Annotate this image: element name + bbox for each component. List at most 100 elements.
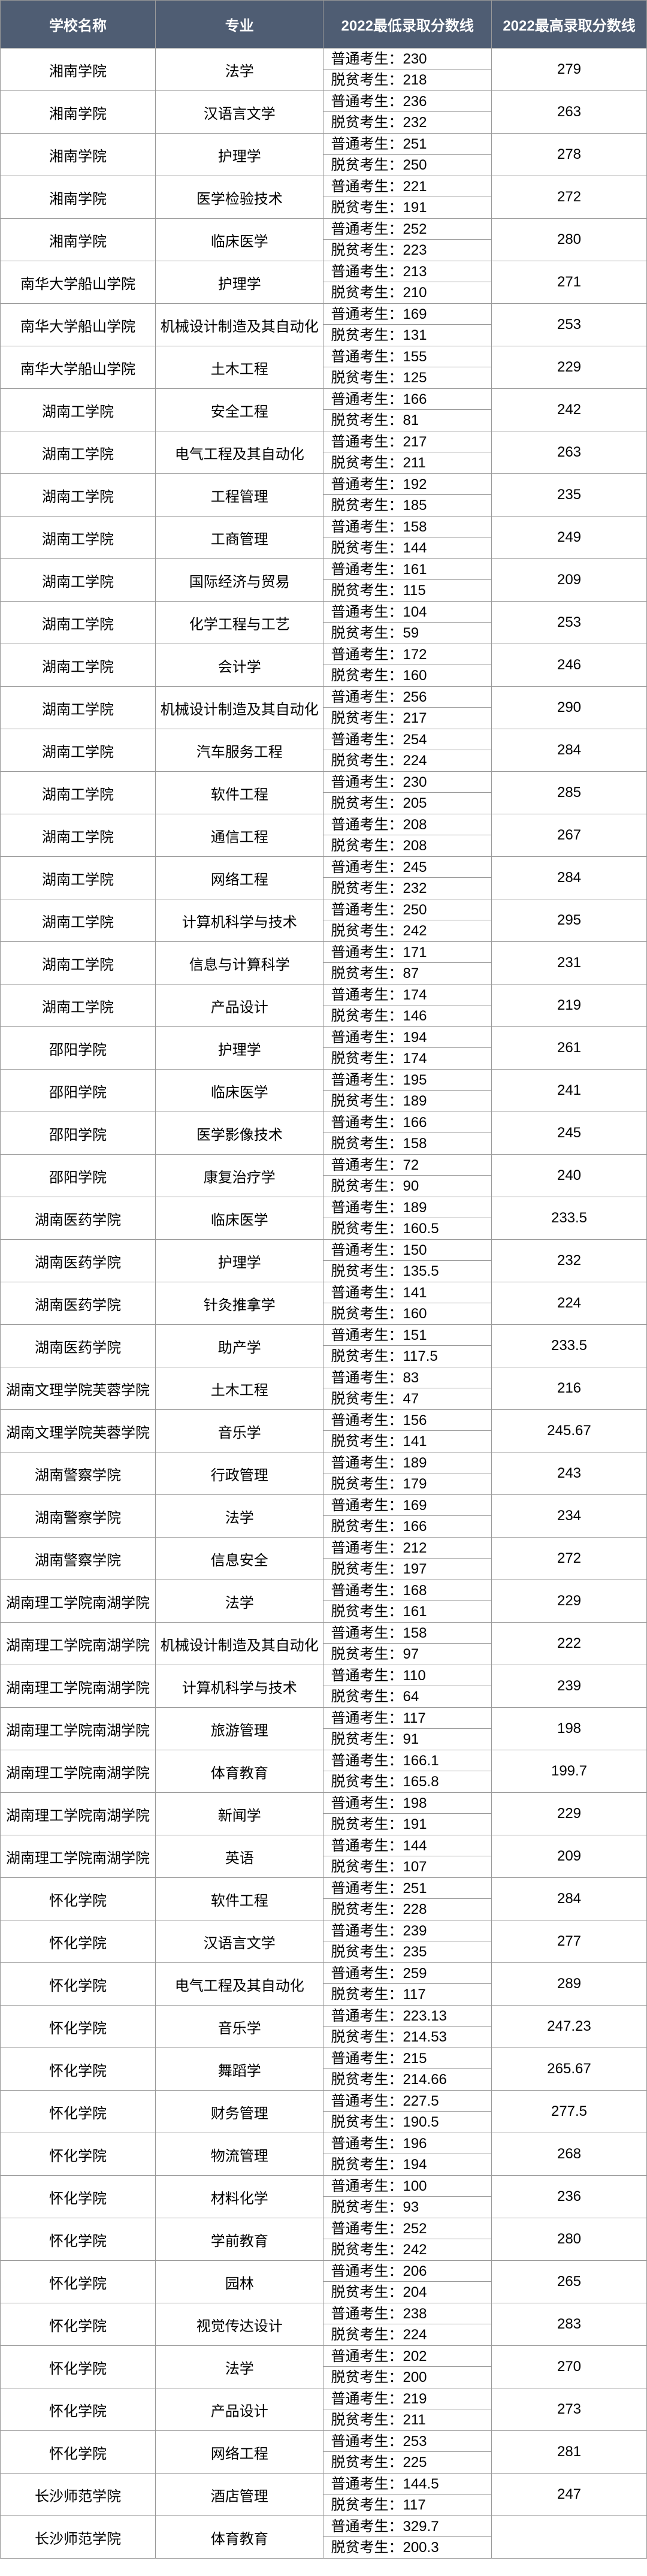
table-row: 湖南医药学院护理学普通考生：150脱贫考生：135.5232: [1, 1240, 647, 1282]
cell-school: 怀化学院: [1, 2133, 156, 2176]
cell-min-score: 普通考生：168脱贫考生：161: [324, 1580, 492, 1623]
cell-major: 化学工程与工艺: [155, 602, 324, 644]
table-row: 湖南工学院机械设计制造及其自动化普通考生：256脱贫考生：217290: [1, 687, 647, 729]
cell-min-score: 普通考生：236脱贫考生：232: [324, 91, 492, 134]
poverty-score: 脱贫考生：208: [324, 835, 491, 856]
cell-major: 法学: [155, 49, 324, 91]
table-row: 邵阳学院护理学普通考生：194脱贫考生：174261: [1, 1027, 647, 1070]
cell-min-score: 普通考生：72脱贫考生：90: [324, 1155, 492, 1197]
cell-school: 湖南医药学院: [1, 1282, 156, 1325]
cell-school: 邵阳学院: [1, 1027, 156, 1070]
table-row: 湖南工学院计算机科学与技术普通考生：250脱贫考生：242295: [1, 899, 647, 942]
cell-school: 怀化学院: [1, 1963, 156, 2006]
cell-major: 机械设计制造及其自动化: [155, 1623, 324, 1665]
cell-school: 湖南理工学院南湖学院: [1, 1708, 156, 1750]
cell-max-score: [492, 2516, 647, 2559]
normal-score: 普通考生：230: [324, 49, 491, 70]
normal-score: 普通考生：100: [324, 2176, 491, 2197]
cell-min-score: 普通考生：252脱贫考生：242: [324, 2218, 492, 2261]
table-row: 湖南理工学院南湖学院计算机科学与技术普通考生：110脱贫考生：64239: [1, 1665, 647, 1708]
poverty-score: 脱贫考生：144: [324, 537, 491, 558]
cell-max-score: 265.67: [492, 2048, 647, 2091]
poverty-score: 脱贫考生：107: [324, 1856, 491, 1877]
cell-school: 湖南警察学院: [1, 1452, 156, 1495]
cell-school: 湖南理工学院南湖学院: [1, 1793, 156, 1835]
table-row: 怀化学院园林普通考生：206脱贫考生：204265: [1, 2261, 647, 2303]
poverty-score: 脱贫考生：205: [324, 793, 491, 814]
normal-score: 普通考生：195: [324, 1070, 491, 1091]
poverty-score: 脱贫考生：204: [324, 2282, 491, 2303]
table-row: 湖南医药学院临床医学普通考生：189脱贫考生：160.5233.5: [1, 1197, 647, 1240]
cell-major: 旅游管理: [155, 1708, 324, 1750]
cell-school: 湘南学院: [1, 176, 156, 219]
table-row: 湖南医药学院助产学普通考生：151脱贫考生：117.5233.5: [1, 1325, 647, 1367]
cell-major: 园林: [155, 2261, 324, 2303]
poverty-score: 脱贫考生：165.8: [324, 1771, 491, 1792]
cell-major: 土木工程: [155, 1367, 324, 1410]
table-row: 怀化学院视觉传达设计普通考生：238脱贫考生：224283: [1, 2303, 647, 2346]
cell-major: 网络工程: [155, 2431, 324, 2474]
cell-max-score: 289: [492, 1963, 647, 2006]
cell-school: 怀化学院: [1, 2346, 156, 2388]
normal-score: 普通考生：110: [324, 1665, 491, 1686]
cell-major: 临床医学: [155, 219, 324, 261]
normal-score: 普通考生：252: [324, 219, 491, 240]
cell-min-score: 普通考生：238脱贫考生：224: [324, 2303, 492, 2346]
normal-score: 普通考生：166.1: [324, 1750, 491, 1771]
cell-school: 湘南学院: [1, 134, 156, 176]
poverty-score: 脱贫考生：242: [324, 2239, 491, 2260]
cell-major: 护理学: [155, 134, 324, 176]
cell-major: 会计学: [155, 644, 324, 687]
cell-max-score: 253: [492, 602, 647, 644]
normal-score: 普通考生：158: [324, 1623, 491, 1644]
cell-major: 产品设计: [155, 985, 324, 1027]
normal-score: 普通考生：253: [324, 2431, 491, 2452]
cell-school: 邵阳学院: [1, 1155, 156, 1197]
normal-score: 普通考生：215: [324, 2048, 491, 2069]
cell-min-score: 普通考生：156脱贫考生：141: [324, 1410, 492, 1452]
poverty-score: 脱贫考生：189: [324, 1091, 491, 1112]
poverty-score: 脱贫考生：174: [324, 1048, 491, 1069]
normal-score: 普通考生：223.13: [324, 2006, 491, 2027]
poverty-score: 脱贫考生：135.5: [324, 1261, 491, 1282]
cell-min-score: 普通考生：329.7脱贫考生：200.3: [324, 2516, 492, 2559]
table-row: 怀化学院材料化学普通考生：100脱贫考生：93236: [1, 2176, 647, 2218]
cell-major: 舞蹈学: [155, 2048, 324, 2091]
table-row: 湖南医药学院针灸推拿学普通考生：141脱贫考生：160224: [1, 1282, 647, 1325]
cell-school: 湖南医药学院: [1, 1325, 156, 1367]
table-row: 怀化学院产品设计普通考生：219脱贫考生：211273: [1, 2388, 647, 2431]
cell-max-score: 283: [492, 2303, 647, 2346]
cell-major: 临床医学: [155, 1197, 324, 1240]
table-row: 怀化学院汉语言文学普通考生：239脱贫考生：235277: [1, 1920, 647, 1963]
cell-major: 医学影像技术: [155, 1112, 324, 1155]
cell-min-score: 普通考生：196脱贫考生：194: [324, 2133, 492, 2176]
poverty-score: 脱贫考生：211: [324, 2409, 491, 2430]
poverty-score: 脱贫考生：211: [324, 452, 491, 473]
cell-school: 湖南工学院: [1, 389, 156, 431]
poverty-score: 脱贫考生：131: [324, 325, 491, 346]
cell-max-score: 247: [492, 2474, 647, 2516]
cell-min-score: 普通考生：166脱贫考生：158: [324, 1112, 492, 1155]
cell-school: 怀化学院: [1, 2303, 156, 2346]
cell-min-score: 普通考生：208脱贫考生：208: [324, 814, 492, 857]
cell-max-score: 284: [492, 857, 647, 899]
cell-min-score: 普通考生：245脱贫考生：232: [324, 857, 492, 899]
cell-max-score: 284: [492, 1878, 647, 1920]
cell-max-score: 290: [492, 687, 647, 729]
normal-score: 普通考生：202: [324, 2346, 491, 2367]
cell-school: 湖南文理学院芙蓉学院: [1, 1367, 156, 1410]
cell-max-score: 267: [492, 814, 647, 857]
cell-max-score: 198: [492, 1708, 647, 1750]
header-school: 学校名称: [1, 1, 156, 49]
cell-max-score: 273: [492, 2388, 647, 2431]
normal-score: 普通考生：171: [324, 942, 491, 963]
normal-score: 普通考生：166: [324, 389, 491, 410]
normal-score: 普通考生：144: [324, 1835, 491, 1856]
poverty-score: 脱贫考生：235: [324, 1941, 491, 1962]
table-row: 怀化学院网络工程普通考生：253脱贫考生：225281: [1, 2431, 647, 2474]
cell-max-score: 231: [492, 942, 647, 985]
cell-min-score: 普通考生：219脱贫考生：211: [324, 2388, 492, 2431]
cell-school: 湖南工学院: [1, 559, 156, 602]
cell-major: 机械设计制造及其自动化: [155, 304, 324, 346]
cell-school: 湘南学院: [1, 49, 156, 91]
